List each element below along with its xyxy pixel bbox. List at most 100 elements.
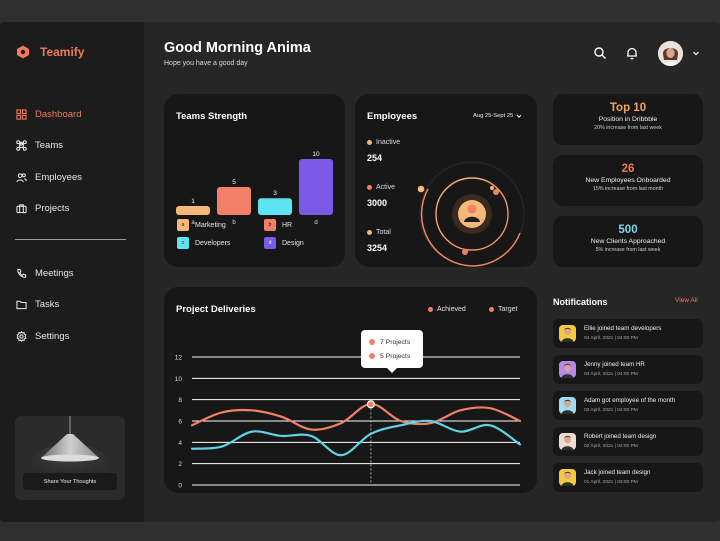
view-all-link[interactable]: View All [675,297,698,304]
gear-icon [16,330,27,342]
sidebar-item-meetings[interactable]: Meetings [16,265,128,281]
legend-achieved: Achieved [428,306,466,313]
notification-avatar [559,361,576,378]
y-tick-label: 6 [178,419,182,426]
legend-swatch: a [177,219,189,231]
bar-value-label: 1 [191,198,195,205]
sidebar-item-tasks[interactable]: Tasks [16,297,128,313]
bar-value-label: 5 [232,179,236,186]
y-tick-label: 0 [178,483,182,490]
chevron-down-icon [517,114,522,118]
legend-label: HR [282,221,293,229]
stat-inactive-label: Inactive [367,139,400,146]
stat-active-value: 3000 [367,198,388,208]
bar-category-label: b [232,220,236,226]
nav-divider [15,239,126,240]
tooltip-dot [369,339,375,345]
bar-d [299,159,333,215]
highlight-point [366,400,376,409]
sidebar-item-label: Dashboard [35,108,82,120]
employees-card: Employees Aug 25-Sept 25 Inactive 254 Ac… [355,94,537,267]
search-icon[interactable] [593,46,607,60]
sidebar-item-label: Tasks [35,299,60,311]
card-title: Teams Strength [176,111,248,122]
legend-label: Design [282,239,304,247]
bar-b [217,187,251,215]
phone-icon [17,268,27,278]
notification-item[interactable]: Robert joined team design 02 April, 2021 … [553,427,703,456]
date-range-dropdown[interactable]: Aug 25-Sept 25 [473,113,522,119]
sidebar-item-label: Settings [35,330,70,342]
bar-category-label: a [191,220,195,226]
legend-label: Marketing [195,221,226,229]
sidebar-item-label: Projects [35,203,70,215]
tooltip-row: 7 Projects [369,335,423,349]
chevron-down-icon[interactable] [692,49,700,57]
kpi-card-clients: 500 New Clients Approached 5% increase f… [553,216,703,267]
sidebar-item-settings[interactable]: Settings [16,328,128,344]
folder-icon [16,300,27,310]
secondary-nav: Meetings Tasks Settings [16,265,128,360]
kpi-change: 20% increase from last week [594,125,662,131]
kpi-value: 500 [618,224,638,236]
project-deliveries-card: Project Deliveries 024681012Oct 2021Nov … [164,287,537,493]
status-dot [367,185,372,190]
tooltip-value: 7 Projects [380,338,411,346]
sidebar-item-projects[interactable]: Projects [16,201,128,217]
chart-tooltip: 7 Projects 5 Projects [361,330,423,373]
kpi-value: Top 10 [609,102,647,114]
notification-time: 02 April, 2021 | 02:00 PM [584,444,638,449]
kpi-value: 26 [621,163,635,175]
kpi-label: New Employees Onboarded [585,177,671,184]
notification-time: 03 April, 2021 | 02:00 PM [584,408,638,413]
grid-icon [16,108,27,120]
legend-swatch: c [177,237,189,249]
kpi-change: 5% increase from last week [595,247,661,253]
notification-item[interactable]: Jenny joined team HR 04 April, 2021 | 04:… [553,355,703,384]
stat-inactive-value: 254 [367,153,383,163]
share-thoughts-button[interactable]: Share Your Thoughts [23,473,117,490]
sidebar-item-label: Teams [35,140,63,152]
logo[interactable]: Teamify [16,45,84,59]
notification-item[interactable]: Adam got employee of the month 03 April, … [553,391,703,420]
card-title: Project Deliveries [176,304,256,315]
notification-text: Ellie joined team developers [584,325,662,332]
stat-active-label: Active [367,184,395,191]
legend-item-marketing: a Marketing [177,219,226,231]
employees-orbit-graphic [417,161,525,267]
tooltip-value: 5 Projects [380,352,411,360]
user-avatar[interactable] [658,41,683,66]
bar-c [258,198,292,215]
sidebar-item-label: Meetings [35,267,74,279]
legend-swatch: d [264,237,276,249]
stat-total-label: Total [367,229,391,236]
notification-time: 01 April, 2021 | 03:00 PM [584,480,638,485]
legend-item-hr: b HR [264,219,292,231]
sidebar-item-employees[interactable]: Employees [16,169,128,185]
page-title: Good Morning Anima [164,40,311,56]
notification-text: Jack joined team design [584,469,651,476]
person-avatar-icon [561,327,574,342]
legend-item-developers: c Developers [177,237,230,249]
tooltip-row: 5 Projects [369,349,423,363]
notification-item[interactable]: Jack joined team design 01 April, 2021 | … [553,463,703,492]
notifications-title: Notifications [553,297,608,307]
series-line-target [190,419,522,457]
person-avatar-icon [561,399,574,414]
legend-label: Achieved [437,306,466,313]
stat-label-text: Active [376,184,396,191]
project-deliveries-chart: 024681012Oct 2021Nov 2021Dec 2021Jan 202… [175,355,522,490]
y-tick-label: 8 [178,397,182,404]
legend-dot [489,307,494,312]
teams-strength-card: Teams Strength 1 a 5 b 3 c 10 d a Marketing b H… [164,94,345,267]
sidebar-item-teams[interactable]: Teams [16,138,128,154]
notification-item[interactable]: Ellie joined team developers 04 April, 20… [553,319,703,348]
stat-label-text: Inactive [376,139,401,146]
bell-icon[interactable] [625,46,639,60]
sidebar-item-dashboard[interactable]: Dashboard [16,106,128,122]
notification-text: Jenny joined team HR [584,361,645,368]
feedback-promo-card: Share Your Thoughts [15,416,125,500]
y-tick-label: 4 [178,440,182,447]
app-name: Teamify [40,45,85,59]
legend-dot [428,307,433,312]
